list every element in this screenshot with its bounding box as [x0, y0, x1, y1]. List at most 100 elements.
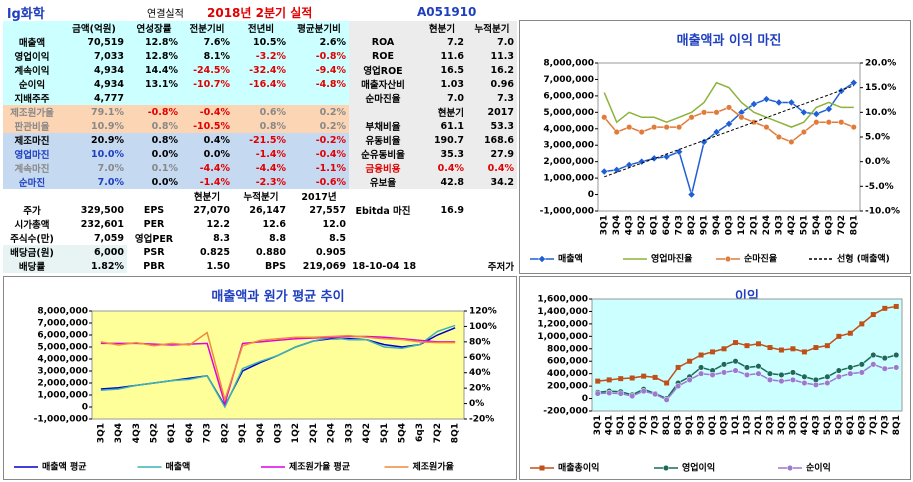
marker [700, 138, 708, 146]
table-cell: -24.5% [181, 63, 233, 77]
table-cell: 0.4% [181, 133, 233, 147]
table-cell: 2.6% [289, 35, 349, 49]
chart-cost: 매출액과 원가 평균 추이 -1,000,000 0 1,000,000 2,000,0… [3, 276, 517, 480]
x-tick-label: 5Q1 [380, 423, 390, 443]
table-row: 매출액 70,519 12.8% 7.6% 10.5% 2.6% ROA 7.2 7.0 [3, 35, 517, 49]
marker [738, 114, 745, 121]
x-tick-label: 6Q1 [650, 215, 660, 235]
y2-tick-label: -10.0% [865, 207, 900, 217]
x-tick-label: 3Q1 [777, 415, 787, 435]
table-row: 제조마진 20.9% 0.8% 0.4% -21.5% -0.2% 유동비율 190.7 168… [3, 133, 517, 147]
table-cell: 329,500 [61, 203, 127, 217]
marker [813, 119, 820, 126]
x-tick-label: 8Q2 [220, 423, 230, 443]
table-cell: 연성장률 [127, 21, 181, 35]
marker [662, 464, 670, 472]
x-tick-label: 4Q1 [800, 415, 810, 435]
marker [750, 119, 758, 126]
x-tick-label: 9Q4 [256, 423, 266, 443]
table-cell [127, 189, 181, 203]
table-cell: PBR [127, 259, 181, 273]
marker [720, 361, 728, 368]
table-cell: 누적분기 [467, 21, 517, 35]
legend-label: 영업이익 [682, 462, 715, 474]
table-cell: 0.8% [127, 133, 181, 147]
table-cell: 금융비용 [349, 161, 417, 175]
marker [600, 167, 609, 176]
y-tick-label: 2,000,000 [543, 157, 594, 167]
marker [835, 367, 842, 374]
table-cell [467, 189, 517, 203]
table-cell: 평균분기비 [289, 21, 349, 35]
marker [733, 340, 739, 346]
table-cell: 7,059 [61, 231, 127, 245]
table-cell: 16.5 [417, 63, 467, 77]
table-cell: 190.7 [417, 133, 467, 147]
marker [732, 367, 739, 374]
table-cell: -10.5% [181, 119, 233, 133]
table-cell: 8.1% [181, 49, 233, 63]
marker [626, 124, 633, 131]
table-cell: 현분기 [417, 21, 467, 35]
y2-tick-label: 0.0% [865, 157, 890, 167]
table-cell: -4.4% [181, 161, 233, 175]
table-cell [349, 105, 417, 119]
y2-tick-label: -20% [469, 415, 494, 425]
table-cell: 유동비율 [349, 133, 417, 147]
table-cell: 계속마진 [3, 161, 61, 175]
marker [743, 371, 751, 378]
y-tick-label: 4,000,000 [37, 355, 88, 365]
legend-label: 순마진율 [744, 253, 777, 265]
marker [687, 190, 696, 199]
table-cell: 0.8% [233, 119, 289, 133]
marker [859, 321, 865, 327]
x-tick-label: 8Q1 [662, 415, 672, 435]
x-tick-label: 4Q2 [362, 423, 372, 443]
x-tick-label: 9Q4 [712, 215, 722, 235]
y2-tick-label: 20% [469, 384, 491, 394]
marker [637, 157, 646, 166]
marker [778, 371, 785, 378]
company-name: lg화학 [7, 6, 45, 22]
y-tick-label: 5,000,000 [37, 343, 88, 353]
marker [766, 376, 774, 383]
trendline [604, 85, 854, 178]
table-cell: 제조원가율 [3, 105, 61, 119]
x-tick-label: 0Q3 [720, 415, 730, 435]
table-cell: 영업PER [127, 231, 181, 245]
y2-tick-label: 5.0% [865, 133, 890, 143]
x-tick-label: 5Q2 [637, 215, 647, 235]
marker [767, 345, 773, 351]
table-cell: 16.9 [417, 203, 467, 217]
table-cell: ROE [349, 49, 417, 63]
marker [675, 383, 682, 390]
table-cell: -16.4% [233, 77, 289, 91]
x-tick-label: 2Q3 [765, 415, 775, 435]
y-tick-label: 2,000,000 [37, 379, 88, 389]
x-tick-label: 5Q1 [616, 415, 626, 435]
marker [725, 119, 733, 128]
y-tick-label: 3,000,000 [543, 141, 594, 151]
x-tick-label: 3Q1 [593, 415, 603, 435]
subtitle: 연결실적 [147, 8, 184, 20]
table-cell: 제조마진 [3, 133, 61, 147]
marker [778, 347, 784, 353]
x-tick-label: 6Q1 [628, 415, 638, 435]
table-cell: 주가 [3, 203, 61, 217]
marker [676, 124, 683, 131]
table-cell: 232,601 [61, 217, 127, 231]
x-tick-label: 7Q1 [869, 415, 879, 435]
table-cell: 27.9 [467, 147, 517, 161]
x-tick-label: 0Q1 [708, 415, 718, 435]
marker [650, 154, 658, 163]
table-cell: 매출자산비 [349, 77, 417, 91]
table-cell: 7.3 [467, 91, 517, 105]
marker [755, 341, 761, 347]
x-tick-label: 2Q4 [327, 423, 337, 443]
y-tick-label: 5,000,000 [543, 108, 594, 118]
table-cell: 2017 [467, 105, 517, 119]
table-cell: 0.6% [233, 105, 289, 119]
y-tick-label: 0 [82, 403, 88, 413]
chart-margin: 매출액과 이익 마진 -1,000,000 0 1,000,000 2,000,000 3… [519, 20, 911, 274]
table-cell: -4.4% [233, 161, 289, 175]
